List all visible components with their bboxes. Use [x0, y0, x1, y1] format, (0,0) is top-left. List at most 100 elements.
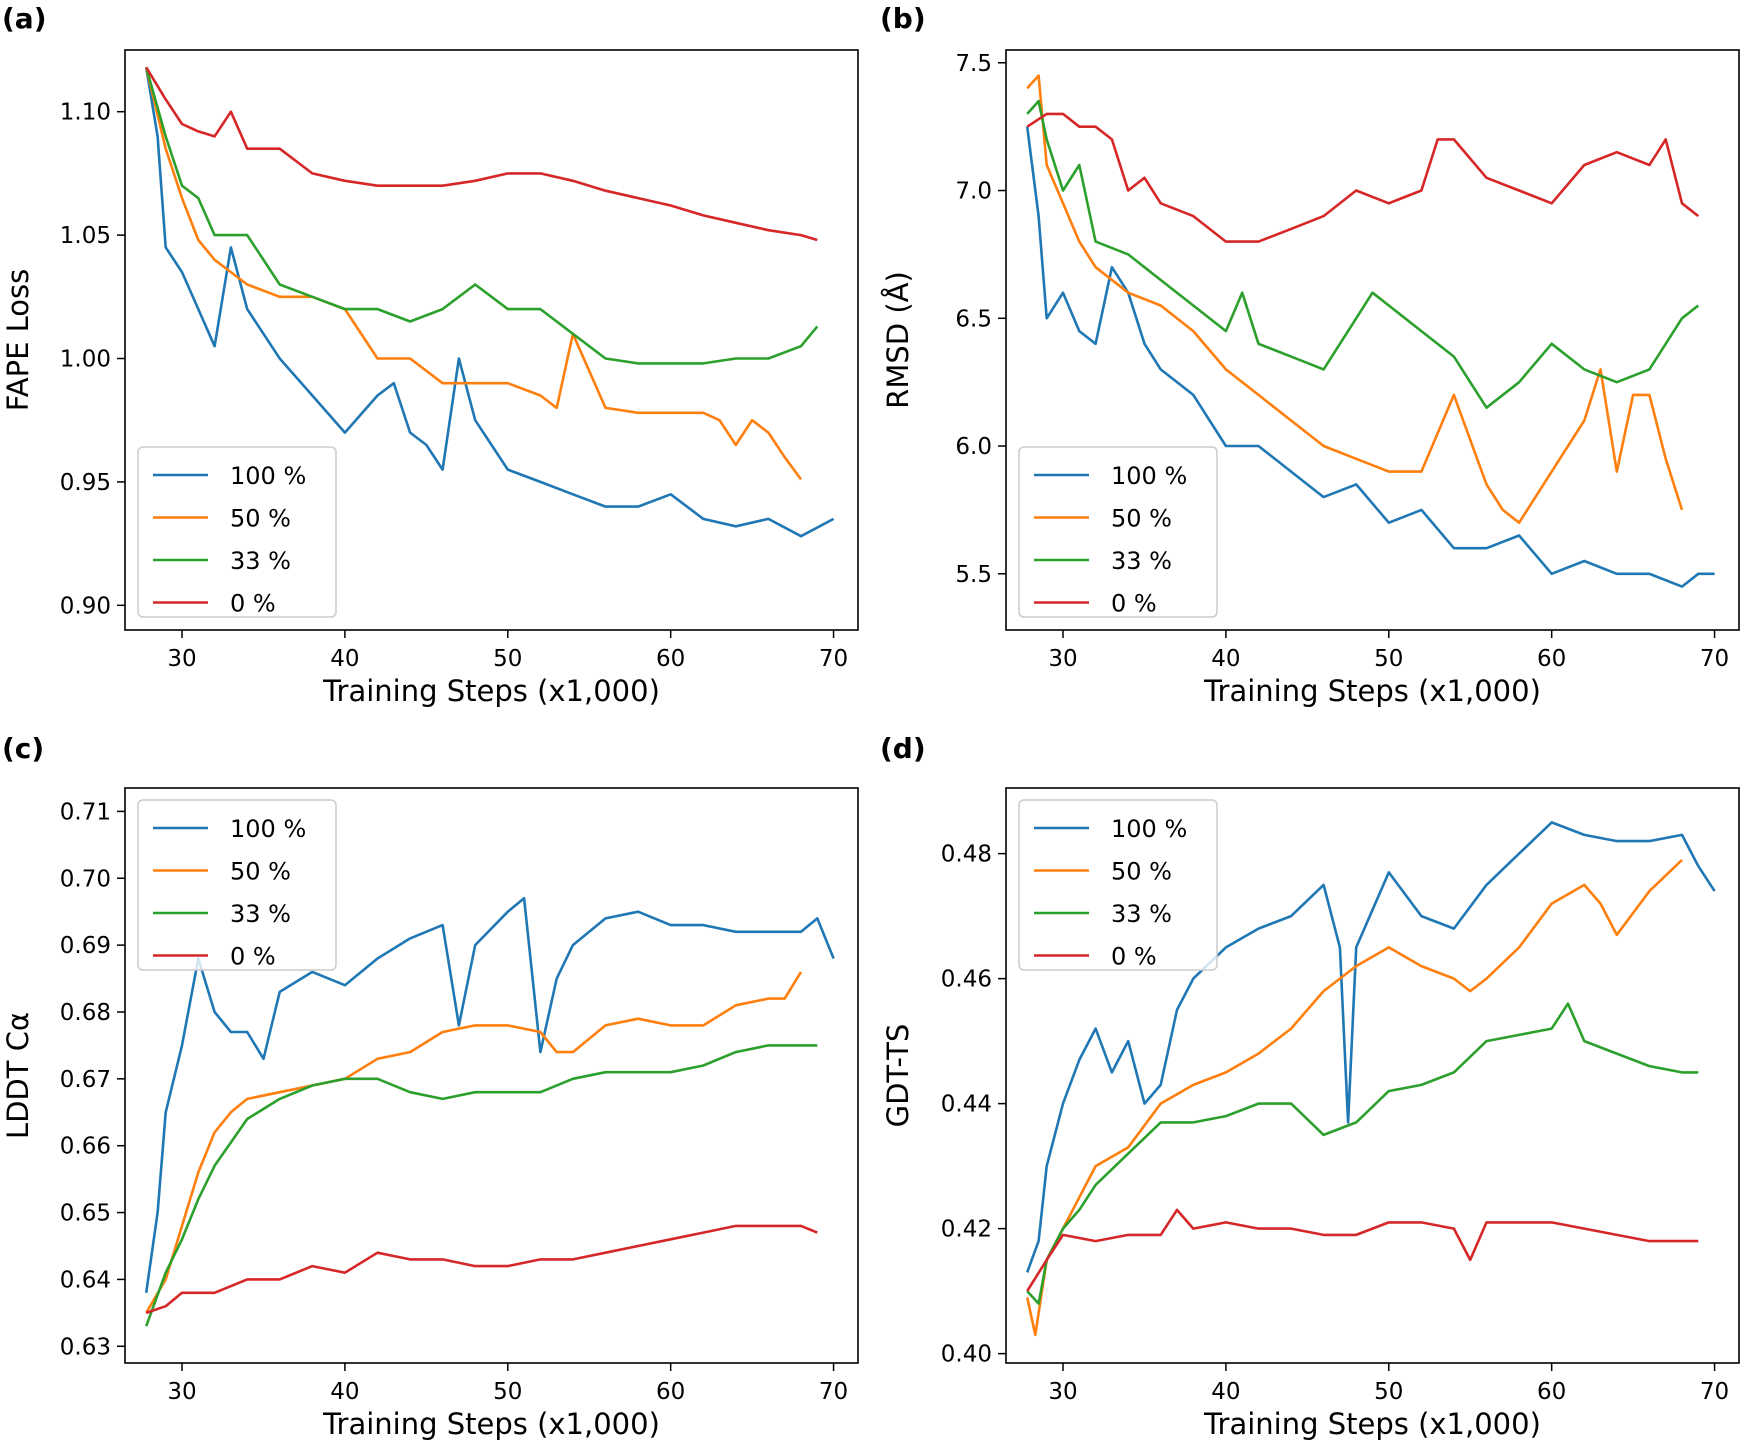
legend-label-0-percent: 0 % — [230, 943, 276, 971]
series-group — [144, 66, 835, 538]
x-tick-label: 70 — [819, 1379, 848, 1405]
y-tick-label: 0.67 — [60, 1067, 111, 1093]
y-tick-label: 0.46 — [941, 967, 992, 993]
x-tick-label: 40 — [1211, 1379, 1240, 1405]
panel-label: (a) — [2, 2, 47, 35]
x-axis-label: Training Steps (x1,000) — [322, 1407, 660, 1441]
y-tick-label: 6.0 — [955, 434, 992, 460]
series-line-0-percent — [1026, 112, 1700, 243]
legend-label-50-percent: 50 % — [230, 858, 291, 886]
legend-label-0-percent: 0 % — [1111, 943, 1157, 971]
y-tick-label: 0.66 — [60, 1134, 111, 1160]
legend-label-33-percent: 33 % — [1111, 900, 1172, 928]
series-line-33-percent — [144, 66, 819, 365]
legend: 100 % 50 % 33 % 0 % — [1018, 446, 1218, 618]
y-tick-label: 0.68 — [60, 1000, 111, 1026]
x-tick-label: 50 — [493, 646, 522, 672]
legend-label-33-percent: 33 % — [230, 547, 291, 575]
x-tick-label: 70 — [819, 646, 848, 672]
x-tick-label: 30 — [1048, 1379, 1077, 1405]
y-tick-label: 1.05 — [60, 223, 111, 249]
series-line-50-percent — [1025, 858, 1683, 1337]
series-line-0-percent — [145, 1224, 818, 1315]
series-line-100-percent — [1025, 821, 1716, 1273]
series-group — [1025, 821, 1716, 1337]
x-tick-label: 70 — [1700, 1379, 1729, 1405]
y-tick-label: 1.10 — [60, 100, 111, 126]
series-line-100-percent — [144, 67, 835, 538]
legend-label-100-percent: 100 % — [1111, 462, 1187, 490]
series-group — [1025, 74, 1715, 588]
y-axis-label: FAPE Loss — [1, 269, 35, 412]
y-tick-label: 0.48 — [941, 842, 992, 868]
y-axis-label: LDDT Cα — [1, 1012, 35, 1139]
series-line-0-percent — [145, 66, 818, 242]
series-line-50-percent — [1026, 74, 1684, 525]
x-tick-label: 40 — [330, 646, 359, 672]
y-tick-label: 7.5 — [955, 51, 992, 77]
y-tick-label: 0.71 — [60, 799, 111, 825]
y-tick-label: 0.65 — [60, 1201, 111, 1227]
series-line-50-percent — [145, 971, 803, 1314]
y-tick-label: 0.70 — [60, 866, 111, 892]
series-line-33-percent — [144, 1044, 818, 1327]
x-tick-label: 60 — [1537, 1379, 1566, 1405]
legend-label-0-percent: 0 % — [230, 590, 276, 618]
legend-label-33-percent: 33 % — [230, 900, 291, 928]
x-tick-label: 70 — [1700, 646, 1729, 672]
series-group — [144, 896, 835, 1327]
y-tick-label: 0.44 — [941, 1092, 992, 1118]
chart-panel-b: (b) 30 40 50 60 70 5.5 6.0 6.5 7.0 7.5 Training Ste… — [880, 2, 1740, 708]
legend-box — [1018, 446, 1218, 618]
panel-label: (d) — [880, 732, 926, 765]
y-axis-label: GDT-TS — [881, 1024, 915, 1128]
x-axis-label: Training Steps (x1,000) — [1203, 674, 1541, 708]
chart-panel-c: (c) 30 40 50 60 70 0.63 0.64 0.65 0.66 0.67 0.68 0.6… — [1, 732, 859, 1441]
legend-box — [1018, 799, 1218, 971]
y-tick-label: 0.69 — [60, 933, 111, 959]
x-tick-label: 60 — [1537, 646, 1566, 672]
y-tick-label: 0.42 — [941, 1217, 992, 1243]
y-tick-label: 0.64 — [60, 1267, 111, 1293]
legend-box — [137, 799, 337, 971]
legend-label-0-percent: 0 % — [1111, 590, 1157, 618]
legend: 100 % 50 % 33 % 0 % — [1018, 799, 1218, 971]
legend-box — [137, 446, 337, 618]
legend-label-33-percent: 33 % — [1111, 547, 1172, 575]
x-axis-label: Training Steps (x1,000) — [1203, 1407, 1541, 1441]
series-line-33-percent — [1026, 1002, 1699, 1305]
legend-label-100-percent: 100 % — [230, 462, 306, 490]
x-tick-label: 40 — [1211, 646, 1240, 672]
x-tick-label: 30 — [1048, 646, 1077, 672]
chart-panel-d: (d) 30 40 50 60 70 0.40 0.42 0.44 0.46 0.48 Trainin… — [880, 732, 1740, 1441]
x-tick-label: 50 — [493, 1379, 522, 1405]
y-tick-label: 0.95 — [60, 470, 111, 496]
series-line-50-percent — [144, 66, 803, 481]
y-tick-label: 7.0 — [955, 179, 992, 205]
y-tick-label: 5.5 — [955, 562, 992, 588]
legend-label-50-percent: 50 % — [1111, 858, 1172, 886]
y-tick-label: 0.90 — [60, 593, 111, 619]
series-line-33-percent — [1026, 99, 1700, 410]
x-tick-label: 50 — [1374, 646, 1403, 672]
legend-label-50-percent: 50 % — [230, 505, 291, 533]
series-line-100-percent — [1025, 126, 1715, 588]
x-tick-label: 40 — [330, 1379, 359, 1405]
legend-label-100-percent: 100 % — [230, 815, 306, 843]
panel-label: (b) — [880, 2, 926, 35]
y-tick-label: 1.00 — [60, 347, 111, 373]
chart-panel-a: (a) 30 40 50 60 70 0.90 0.95 1.00 1.05 1.10 Trainin… — [1, 2, 859, 708]
legend-label-50-percent: 50 % — [1111, 505, 1172, 533]
series-line-0-percent — [1026, 1208, 1699, 1292]
legend-label-100-percent: 100 % — [1111, 815, 1187, 843]
y-tick-label: 0.40 — [941, 1342, 992, 1368]
x-tick-label: 30 — [167, 1379, 196, 1405]
x-tick-label: 30 — [167, 646, 196, 672]
legend: 100 % 50 % 33 % 0 % — [137, 446, 337, 618]
x-tick-label: 60 — [656, 646, 685, 672]
y-tick-label: 6.5 — [955, 306, 992, 332]
legend: 100 % 50 % 33 % 0 % — [137, 799, 337, 971]
x-tick-label: 50 — [1374, 1379, 1403, 1405]
x-tick-label: 60 — [656, 1379, 685, 1405]
